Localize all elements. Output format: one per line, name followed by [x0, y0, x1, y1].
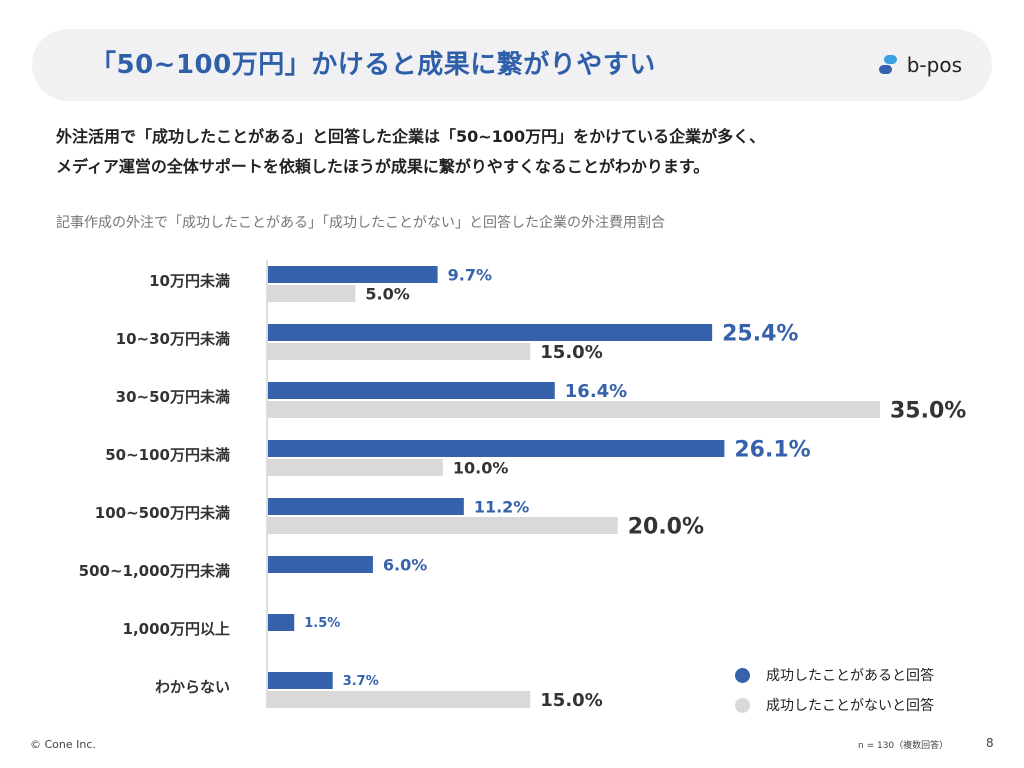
data-label-no-success: 5.0%	[365, 284, 409, 303]
bar-no-success	[268, 285, 356, 302]
sample-note: n = 130（複数回答）	[858, 741, 949, 751]
data-label-no-success: 35.0%	[890, 398, 966, 423]
bar-no-success	[268, 459, 443, 476]
data-label-no-success: 10.0%	[453, 458, 509, 477]
data-label-success: 26.1%	[734, 437, 810, 462]
legend-label-no-success: 成功したことがないと回答	[766, 698, 934, 714]
category-label: 50~100万円未満	[105, 446, 230, 464]
data-label-success: 9.7%	[448, 265, 492, 284]
data-label-no-success: 20.0%	[628, 514, 704, 539]
bar-success	[268, 382, 555, 399]
bar-success	[268, 556, 373, 573]
data-label-success: 3.7%	[343, 674, 379, 689]
chart-subtitle: 記事作成の外注で「成功したことがある」「成功したことがない」と回答した企業の外注…	[56, 215, 665, 231]
data-label-success: 11.2%	[474, 497, 530, 516]
lead-line-1: 外注活用で「成功したことがある」と回答した企業は「50~100万円」をかけている…	[56, 127, 766, 146]
bar-no-success	[268, 691, 531, 708]
bar-success	[268, 614, 295, 631]
header-banner: 「50~100万円」かけると成果に繋がりやすい b-pos	[32, 29, 992, 101]
legend-label-success: 成功したことがあると回答	[766, 668, 934, 684]
b-pos-logo-icon	[878, 55, 897, 74]
bar-no-success	[268, 343, 531, 360]
data-label-no-success: 15.0%	[540, 690, 602, 711]
bar-success	[268, 498, 464, 515]
bar-no-success	[268, 517, 618, 534]
legend-swatch-no-success	[735, 697, 750, 713]
category-label: 1,000万円以上	[123, 620, 230, 638]
chart-legend: 成功したことがあると回答 成功したことがないと回答	[735, 660, 934, 720]
lead-line-2: メディア運営の全体サポートを依頼したほうが成果に繋がりやすくなることがわかります…	[56, 157, 710, 176]
data-label-success: 1.5%	[304, 616, 340, 631]
bar-success	[268, 440, 725, 457]
category-label: 10万円未満	[149, 272, 230, 290]
category-label: 30~50万円未満	[116, 388, 230, 406]
bar-no-success	[268, 401, 880, 418]
brand-logo: b-pos	[877, 51, 962, 79]
lead-text: 外注活用で「成功したことがある」と回答した企業は「50~100万円」をかけている…	[56, 122, 976, 182]
page-title: 「50~100万円」かけると成果に繋がりやすい	[90, 50, 656, 80]
legend-item-success: 成功したことがあると回答	[735, 660, 934, 690]
copyright: © Cone Inc.	[30, 738, 96, 751]
category-label: 500~1,000万円未満	[79, 562, 230, 580]
bar-success	[268, 672, 333, 689]
bar-success	[268, 324, 713, 341]
category-label: 100~500万円未満	[95, 504, 230, 522]
legend-swatch-success	[735, 667, 750, 683]
logo-text: b-pos	[906, 53, 962, 77]
data-label-success: 25.4%	[722, 321, 798, 346]
category-label: 10~30万円未満	[116, 330, 230, 348]
data-label-success: 16.4%	[565, 381, 627, 402]
data-label-success: 6.0%	[383, 555, 427, 574]
bar-success	[268, 266, 438, 283]
legend-item-no-success: 成功したことがないと回答	[735, 690, 934, 720]
page-number: 8	[986, 736, 994, 750]
data-label-no-success: 15.0%	[540, 342, 602, 363]
category-label: わからない	[155, 678, 230, 696]
